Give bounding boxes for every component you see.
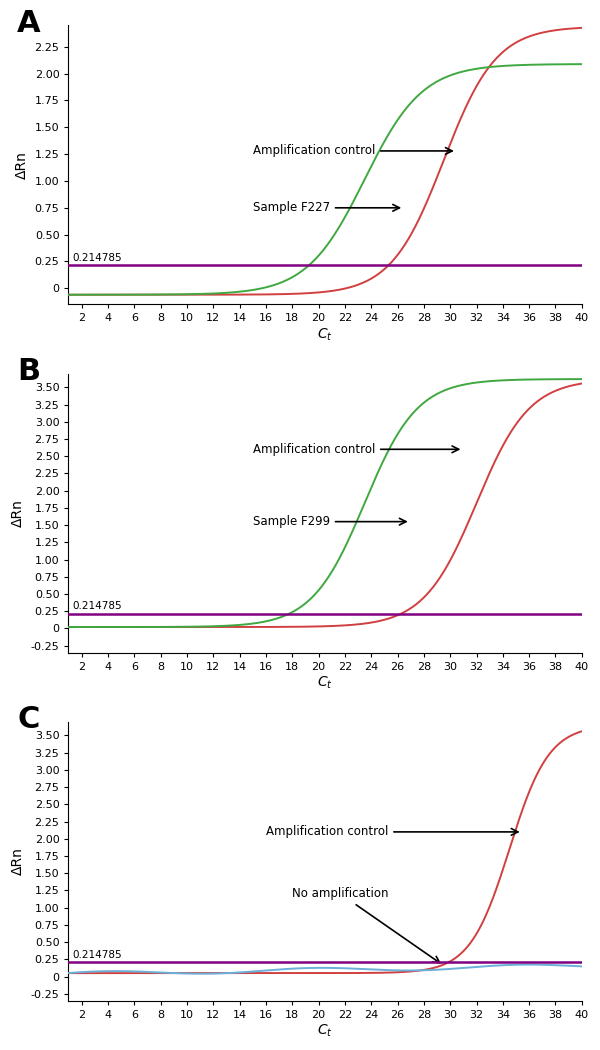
Text: C: C <box>17 705 40 734</box>
Y-axis label: ΔRn: ΔRn <box>11 499 25 527</box>
Text: Sample F227: Sample F227 <box>253 202 400 214</box>
Text: Amplification control: Amplification control <box>253 443 459 456</box>
Text: Amplification control: Amplification control <box>253 145 452 158</box>
Text: 0.214785: 0.214785 <box>73 602 122 611</box>
X-axis label: $C_t$: $C_t$ <box>317 1023 333 1038</box>
Text: B: B <box>17 357 40 385</box>
Text: No amplification: No amplification <box>292 887 440 963</box>
Text: Amplification control: Amplification control <box>266 825 518 838</box>
Text: A: A <box>17 8 41 38</box>
X-axis label: $C_t$: $C_t$ <box>317 674 333 691</box>
Text: Sample F299: Sample F299 <box>253 516 406 528</box>
Text: 0.214785: 0.214785 <box>73 253 122 262</box>
Y-axis label: ΔRn: ΔRn <box>15 151 29 178</box>
Y-axis label: ΔRn: ΔRn <box>11 847 25 875</box>
X-axis label: $C_t$: $C_t$ <box>317 327 333 342</box>
Text: 0.214785: 0.214785 <box>73 949 122 960</box>
